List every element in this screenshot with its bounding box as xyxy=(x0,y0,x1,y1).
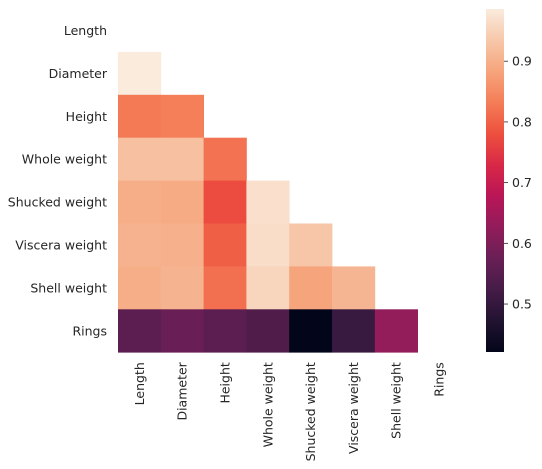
y-tick-label: Rings xyxy=(72,323,107,338)
heatmap-cell xyxy=(203,137,247,181)
heatmap-cell xyxy=(118,223,162,267)
x-tick-label: Shell weight xyxy=(389,362,404,439)
x-tick-label: Diameter xyxy=(175,361,190,420)
heatmap-cell xyxy=(332,309,376,353)
y-tick-label: Whole weight xyxy=(22,152,107,167)
heatmap-cell xyxy=(246,223,290,267)
heatmap-cell xyxy=(160,309,204,353)
heatmap-cell xyxy=(160,223,204,267)
heatmap-cell xyxy=(203,266,247,310)
heatmap-cell xyxy=(203,223,247,267)
heatmap-cell xyxy=(246,266,290,310)
heatmap-cell xyxy=(118,309,162,353)
x-tick-label: Viscera weight xyxy=(346,362,361,454)
heatmap-cell xyxy=(160,137,204,181)
heatmap-cell xyxy=(289,223,333,267)
heatmap-cells xyxy=(118,51,418,353)
y-tick-labels: Length Diameter Height Whole weight Shucked … xyxy=(8,23,108,338)
colorbar-ticks: 0.5 0.6 0.7 0.8 0.9 xyxy=(504,54,532,312)
x-tick-label: Height xyxy=(218,362,233,403)
heatmap-cell xyxy=(118,137,162,181)
colorbar-gradient xyxy=(486,9,504,352)
colorbar-tick-label: 0.8 xyxy=(512,114,532,129)
heatmap-cell xyxy=(246,309,290,353)
heatmap-cell xyxy=(118,51,162,96)
x-tick-label: Rings xyxy=(432,362,447,397)
heatmap-cell xyxy=(289,309,333,353)
colorbar-tick-label: 0.6 xyxy=(512,236,532,251)
heatmap-cell xyxy=(118,180,162,224)
colorbar-tick-label: 0.5 xyxy=(512,297,532,312)
heatmap-cell xyxy=(118,94,162,139)
heatmap-cell xyxy=(203,180,247,224)
x-tick-label: Whole weight xyxy=(260,362,275,447)
colorbar-tick-label: 0.7 xyxy=(512,175,532,190)
heatmap-cell xyxy=(374,309,418,353)
heatmap-cell xyxy=(160,94,204,139)
x-tick-labels: Length Diameter Height Whole weight Shucked … xyxy=(132,361,447,461)
y-tick-label: Height xyxy=(66,109,107,124)
x-tick-label: Length xyxy=(132,362,147,405)
y-tick-label: Shell weight xyxy=(30,280,107,295)
heatmap-cell xyxy=(203,309,247,353)
colorbar-tick-label: 0.9 xyxy=(512,54,532,69)
heatmap-cell xyxy=(246,180,290,224)
heatmap-cell xyxy=(160,180,204,224)
heatmap-cell xyxy=(332,266,376,310)
y-tick-label: Diameter xyxy=(49,66,108,81)
colorbar: 0.5 0.6 0.7 0.8 0.9 xyxy=(486,9,532,352)
y-tick-label: Shucked weight xyxy=(8,195,107,210)
x-tick-label: Shucked weight xyxy=(303,362,318,461)
y-tick-label: Length xyxy=(64,23,107,38)
heatmap-cell xyxy=(289,266,333,310)
y-tick-label: Viscera weight xyxy=(15,237,107,252)
heatmap-cell xyxy=(118,266,162,310)
heatmap-cell xyxy=(160,266,204,310)
